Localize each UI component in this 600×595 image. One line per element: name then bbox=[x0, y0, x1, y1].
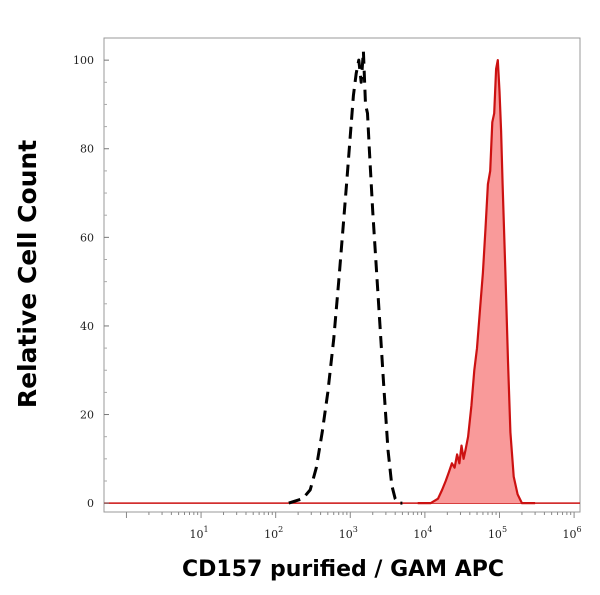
y-tick-label: 80 bbox=[80, 143, 94, 156]
x-tick-label: 104 bbox=[413, 525, 432, 541]
axis-ticks: 0 20 40 60 80 100 101 102 103 104 105 106 bbox=[73, 54, 582, 541]
x-axis-title: CD157 purified / GAM APC bbox=[182, 557, 504, 582]
y-tick-label: 0 bbox=[87, 497, 94, 510]
plot-frame bbox=[103, 37, 581, 513]
x-tick-label: 106 bbox=[563, 525, 582, 541]
x-tick-label: 102 bbox=[264, 525, 283, 541]
y-tick-label: 60 bbox=[80, 231, 94, 244]
y-tick-label: 40 bbox=[80, 320, 94, 333]
y-axis-title: Relative Cell Count bbox=[13, 140, 42, 408]
data-marks bbox=[104, 49, 580, 505]
x-tick-label: 103 bbox=[339, 525, 358, 541]
y-tick-label: 20 bbox=[80, 409, 94, 422]
stained-histogram-line bbox=[417, 59, 536, 505]
control-histogram-line bbox=[288, 49, 403, 505]
x-tick-label: 105 bbox=[488, 525, 507, 541]
stained-histogram-fill bbox=[417, 60, 536, 504]
y-tick-label: 100 bbox=[73, 54, 94, 67]
x-tick-label: 101 bbox=[190, 525, 209, 541]
